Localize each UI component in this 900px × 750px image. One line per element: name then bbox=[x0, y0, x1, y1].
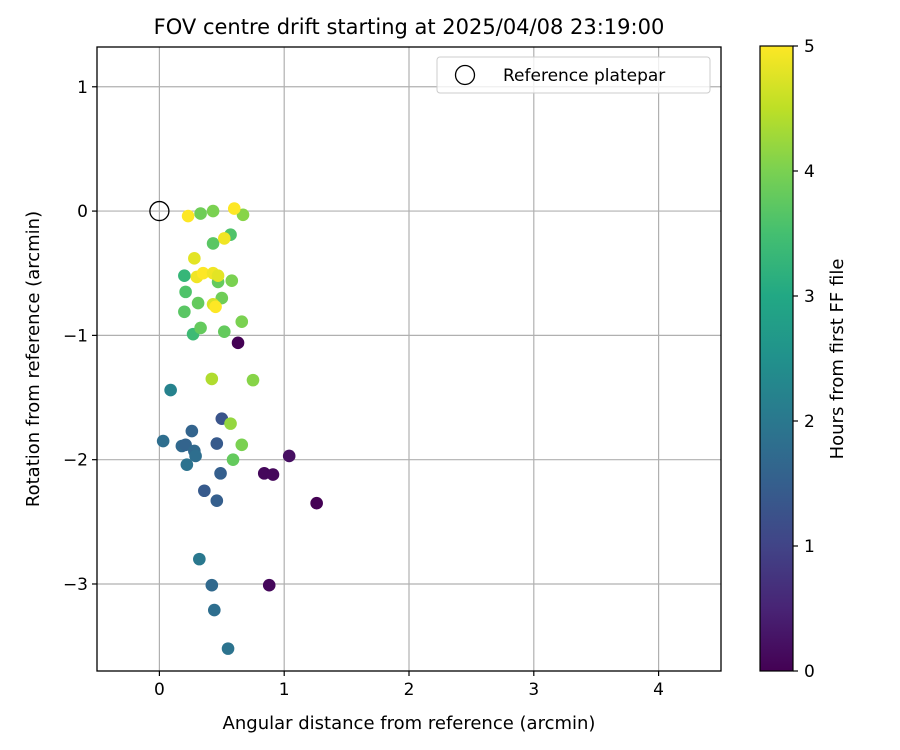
legend-marker-icon bbox=[454, 64, 476, 86]
data-point bbox=[181, 209, 195, 223]
data-point bbox=[246, 373, 260, 387]
data-point bbox=[226, 453, 240, 466]
x-tick-label: 0 bbox=[154, 680, 165, 700]
data-point bbox=[235, 438, 249, 452]
y-axis-ticks: 1 0 −1 −2 −3 bbox=[63, 78, 97, 595]
colorbar-tick-label: 0 bbox=[804, 662, 815, 682]
data-point bbox=[282, 449, 296, 463]
data-points bbox=[156, 202, 323, 655]
x-tick-label: 3 bbox=[528, 680, 539, 700]
data-point bbox=[235, 315, 249, 329]
y-axis-label: Rotation from reference (arcmin) bbox=[23, 211, 44, 507]
data-point bbox=[217, 325, 231, 338]
data-point bbox=[215, 291, 229, 305]
reference-platepar-marker bbox=[149, 200, 170, 222]
colorbar-tick-label: 1 bbox=[804, 537, 815, 557]
data-point bbox=[210, 437, 224, 450]
legend-label: Reference platepar bbox=[503, 66, 665, 86]
colorbar-tick-label: 5 bbox=[804, 37, 815, 57]
x-axis-ticks: 0 1 2 3 4 bbox=[154, 671, 664, 700]
legend-box bbox=[436, 56, 711, 94]
data-point bbox=[179, 285, 192, 299]
data-point bbox=[189, 449, 202, 463]
data-point bbox=[211, 269, 225, 283]
colorbar-ticks: 0 1 2 3 4 5 bbox=[793, 37, 815, 682]
colorbar bbox=[759, 45, 794, 672]
data-point bbox=[217, 232, 231, 245]
colorbar-label: Hours from first FF file bbox=[827, 259, 848, 460]
data-point bbox=[193, 552, 206, 566]
data-point bbox=[206, 204, 220, 218]
data-point bbox=[221, 642, 235, 655]
data-point bbox=[180, 458, 194, 471]
x-axis-label: Angular distance from reference (arcmin) bbox=[223, 713, 596, 734]
data-point bbox=[185, 424, 199, 438]
data-point bbox=[266, 468, 280, 481]
data-point bbox=[310, 496, 323, 510]
y-tick-label: −2 bbox=[63, 451, 88, 471]
data-point bbox=[198, 484, 211, 498]
y-tick-label: 1 bbox=[77, 78, 88, 98]
colorbar-tick-label: 2 bbox=[804, 412, 815, 432]
data-point bbox=[231, 336, 245, 350]
reference-marker-layer bbox=[149, 200, 170, 222]
y-tick-label: 0 bbox=[77, 202, 88, 222]
data-point bbox=[191, 296, 205, 310]
x-tick-label: 4 bbox=[653, 680, 664, 700]
x-tick-label: 2 bbox=[404, 680, 415, 700]
data-point bbox=[194, 207, 207, 220]
x-tick-label: 1 bbox=[279, 680, 290, 700]
data-point bbox=[164, 383, 177, 397]
data-point bbox=[179, 438, 192, 452]
colorbar-tick-label: 3 bbox=[804, 287, 815, 307]
data-point bbox=[236, 208, 250, 222]
data-point bbox=[224, 417, 237, 430]
data-point bbox=[208, 603, 221, 617]
data-point bbox=[156, 434, 170, 448]
data-point bbox=[188, 252, 201, 265]
data-point bbox=[262, 578, 276, 592]
chart-title: FOV centre drift starting at 2025/04/08 … bbox=[154, 15, 665, 39]
grid-lines bbox=[97, 47, 721, 671]
data-point bbox=[227, 202, 241, 215]
legend: Reference platepar bbox=[436, 56, 711, 94]
data-point bbox=[209, 300, 222, 314]
y-tick-label: −1 bbox=[63, 326, 88, 346]
data-point bbox=[225, 274, 239, 287]
colorbar-tick-label: 4 bbox=[804, 162, 815, 182]
y-tick-label: −3 bbox=[63, 575, 88, 595]
data-point bbox=[178, 305, 191, 319]
data-point bbox=[178, 269, 191, 283]
data-point bbox=[196, 266, 210, 280]
data-point bbox=[206, 237, 220, 250]
data-point bbox=[205, 372, 219, 386]
data-point bbox=[210, 494, 224, 508]
data-point bbox=[214, 467, 227, 480]
data-point bbox=[205, 578, 219, 592]
data-point bbox=[194, 321, 207, 335]
